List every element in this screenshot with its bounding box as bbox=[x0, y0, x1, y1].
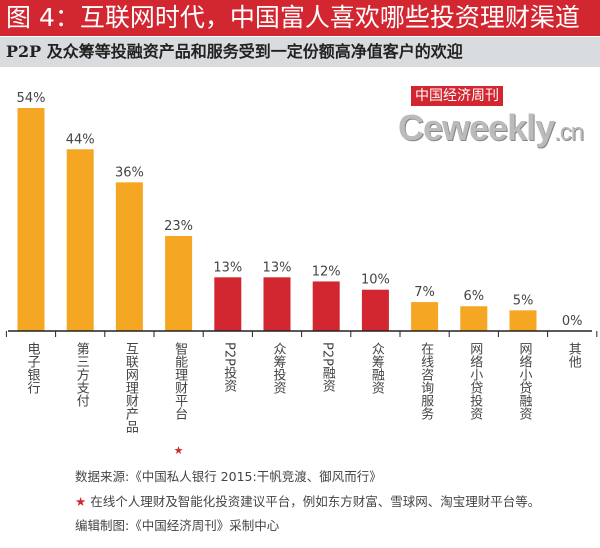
chart-title: 图 4：互联网时代，中国富人喜欢哪些投资理财渠道 bbox=[0, 0, 600, 36]
bar bbox=[263, 277, 291, 331]
data-label: 23% bbox=[164, 219, 193, 234]
bar bbox=[214, 277, 242, 331]
category-label: 第三方支付 bbox=[74, 342, 90, 407]
category-label: 智能理财平台 bbox=[172, 342, 188, 420]
watermark-tld: .cn bbox=[554, 119, 584, 146]
bar bbox=[312, 281, 340, 331]
data-label: 44% bbox=[66, 132, 95, 147]
footer-source: 数据来源:《中国私人银行 2015:干帆竞渡、御风而行》 bbox=[75, 469, 382, 484]
bar bbox=[165, 236, 193, 331]
category-label: 在线咨询服务 bbox=[418, 342, 434, 420]
data-label: 12% bbox=[312, 264, 341, 279]
category-label: 网络小贷投资 bbox=[467, 342, 483, 420]
category-label: P2P融资 bbox=[320, 342, 336, 392]
bar bbox=[66, 149, 94, 331]
category-label: 众筹投资 bbox=[271, 342, 287, 394]
footer-note: 在线个人理财及智能化投资建议平台，例如东方财富、雪球网、淘宝理财平台等。 bbox=[90, 494, 541, 509]
bar bbox=[460, 306, 488, 331]
data-label: 54% bbox=[17, 91, 46, 106]
watermark-brand: 中国经济周刊 bbox=[411, 86, 503, 106]
data-label: 13% bbox=[213, 260, 242, 275]
bar bbox=[115, 182, 143, 331]
watermark-site: Ceweekly.cn bbox=[398, 107, 584, 148]
category-label: 互联网理财产品 bbox=[123, 342, 139, 433]
category-label: P2P投资 bbox=[221, 342, 237, 392]
data-label: 10% bbox=[361, 273, 390, 288]
data-label: 36% bbox=[115, 165, 144, 180]
data-label: 6% bbox=[463, 289, 484, 304]
chart-subtitle: P2P 及众筹等投融资产品和服务受到一定份额高净值客户的欢迎 bbox=[0, 37, 600, 67]
bar bbox=[17, 108, 45, 331]
category-label: 众筹融资 bbox=[369, 342, 385, 394]
footer-credit: 编辑制图:《中国经济周刊》采制中心 bbox=[75, 518, 280, 533]
data-label: 0% bbox=[562, 314, 583, 329]
bar bbox=[509, 310, 537, 331]
star-icon: ★ bbox=[75, 494, 87, 509]
bar bbox=[361, 289, 389, 331]
data-label: 7% bbox=[414, 285, 435, 300]
category-label: 网络小贷融资 bbox=[517, 342, 533, 420]
category-label: 其他 bbox=[566, 342, 582, 369]
star-icon: ★ bbox=[174, 444, 184, 457]
data-label: 13% bbox=[263, 260, 292, 275]
data-label: 5% bbox=[513, 293, 534, 308]
category-label: 电子银行 bbox=[25, 342, 41, 395]
watermark-site-name: Ceweekly bbox=[398, 107, 555, 148]
bar bbox=[411, 302, 439, 331]
footer-note-line: ★ 在线个人理财及智能化投资建议平台，例如东方财富、雪球网、淘宝理财平台等。 bbox=[75, 494, 540, 510]
